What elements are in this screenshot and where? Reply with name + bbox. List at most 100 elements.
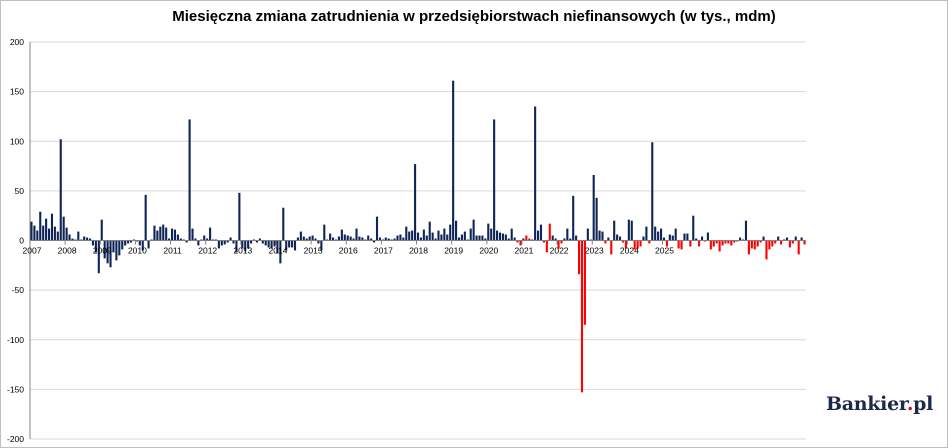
bar [367, 235, 370, 241]
bar [206, 238, 209, 241]
bar [378, 237, 381, 241]
bar [610, 240, 613, 255]
bar [173, 229, 177, 241]
bar [510, 228, 513, 241]
bar [314, 238, 317, 241]
bar [346, 235, 349, 241]
bar [718, 240, 721, 252]
x-tick-label: 2011 [163, 246, 182, 256]
bar [689, 240, 692, 247]
bar [396, 235, 399, 241]
bar [68, 234, 71, 241]
bar [498, 232, 502, 241]
bar [94, 240, 97, 253]
bar [627, 219, 630, 241]
bar [33, 225, 36, 241]
bar [340, 229, 343, 241]
x-tick-label: 2013 [233, 246, 252, 256]
bar [153, 225, 156, 241]
x-tick-label: 2015 [304, 246, 323, 256]
y-tick-label: 150 [10, 87, 24, 97]
bar [496, 230, 499, 241]
bar [803, 240, 806, 245]
bar [112, 240, 115, 253]
bar [39, 211, 42, 241]
bar [387, 238, 390, 241]
bar [422, 229, 425, 241]
bar [399, 234, 402, 241]
bar [683, 233, 686, 241]
bar [484, 238, 487, 241]
bar [768, 240, 771, 250]
bar [557, 240, 560, 249]
bar [446, 234, 449, 241]
bar [551, 235, 554, 241]
bar [765, 240, 768, 260]
bar [282, 207, 285, 241]
bar [384, 237, 387, 241]
bar [370, 238, 373, 241]
bar [548, 223, 551, 241]
bar [59, 139, 62, 241]
bar [542, 240, 545, 243]
bar [53, 226, 56, 241]
bar [624, 240, 627, 249]
bar [712, 240, 715, 247]
bar [100, 219, 103, 241]
bar [343, 234, 346, 241]
x-tick-label: 2010 [128, 246, 147, 256]
bar [504, 234, 507, 241]
bar [138, 240, 141, 246]
x-tick-label: 2025 [655, 246, 674, 256]
bar [692, 215, 695, 241]
bar [563, 238, 566, 241]
bar [361, 237, 364, 241]
bar [733, 240, 736, 243]
x-tick-label: 2019 [444, 246, 463, 256]
bar [621, 240, 625, 243]
bar [642, 236, 645, 241]
y-tick-label: -50 [12, 285, 25, 295]
bar [501, 233, 504, 241]
bar [583, 240, 586, 325]
bar [141, 240, 144, 251]
bar [572, 195, 575, 241]
bar [440, 234, 443, 241]
bar [97, 240, 100, 274]
bar [592, 175, 595, 241]
bar [580, 240, 584, 393]
x-tick-label: 2012 [198, 246, 217, 256]
bar [771, 240, 774, 247]
bar [279, 240, 282, 264]
bar [209, 227, 212, 241]
bar [791, 240, 794, 244]
bar [490, 228, 493, 241]
bar [285, 240, 288, 251]
bar [507, 238, 510, 241]
bar [677, 240, 680, 249]
bar [288, 240, 291, 248]
bar [320, 240, 323, 251]
bar [317, 240, 320, 244]
y-tick-label: 0 [19, 236, 24, 246]
bar [191, 228, 194, 241]
bar [452, 80, 455, 241]
bar [753, 240, 756, 250]
bar [419, 237, 422, 241]
bar [554, 238, 557, 241]
bar [680, 240, 683, 250]
bar [674, 228, 677, 241]
bar [794, 236, 797, 241]
bar [62, 216, 65, 241]
bar [223, 240, 226, 245]
bar [475, 235, 478, 241]
bar [651, 142, 654, 241]
logo-dot: . [906, 393, 914, 415]
bar [797, 240, 800, 255]
bar [220, 240, 223, 246]
x-tick-label: 2024 [620, 246, 639, 256]
bar [493, 119, 496, 241]
bar [636, 240, 639, 249]
bar [434, 238, 437, 241]
